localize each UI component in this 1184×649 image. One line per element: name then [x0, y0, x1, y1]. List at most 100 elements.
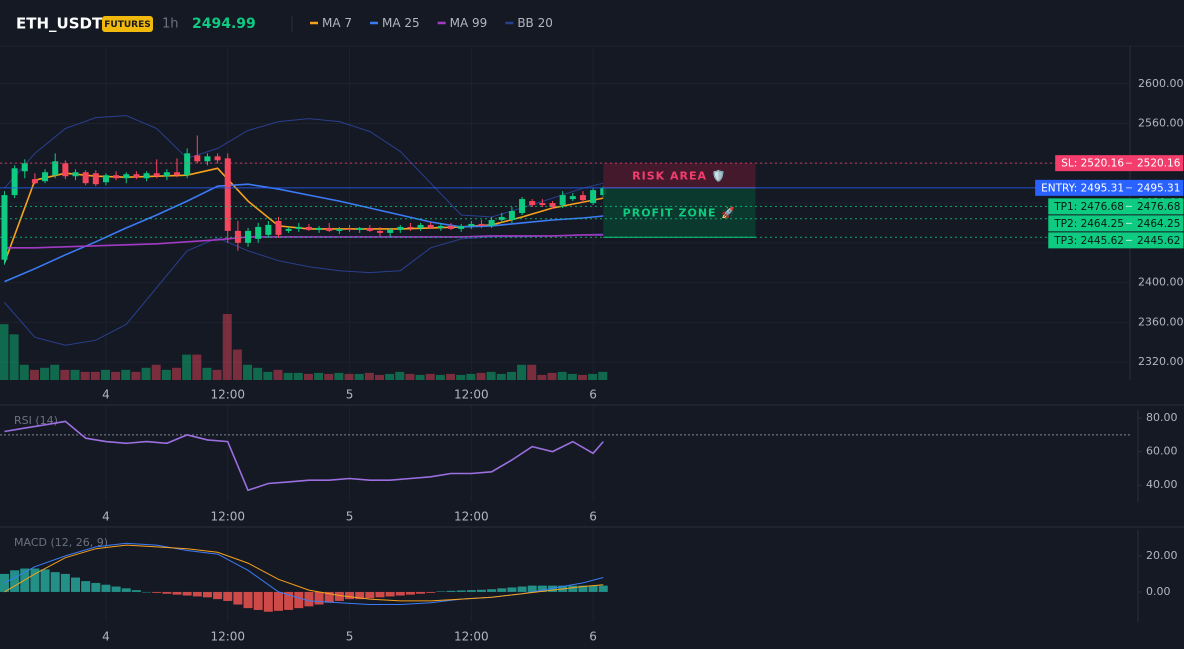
candle-body [163, 172, 170, 177]
x-tick-label: 12:00 [454, 510, 489, 524]
candle-body [376, 230, 383, 233]
volume-bar [243, 364, 253, 380]
histogram-bar [568, 585, 578, 592]
histogram-bar [30, 568, 40, 592]
histogram-bar [101, 584, 111, 592]
volume-bar [253, 367, 263, 380]
macd-line [4, 544, 604, 602]
level-value: 2464.25 [1137, 218, 1180, 230]
volume-bar [263, 371, 273, 380]
legend-label: MA 99 [450, 16, 488, 30]
x-tick-label: 6 [589, 510, 597, 524]
candle-body [478, 223, 485, 226]
histogram-bar [162, 591, 172, 594]
rsi-line [4, 420, 604, 492]
candle-body [569, 196, 576, 200]
level-tag [1035, 179, 1184, 196]
candle-body [224, 158, 231, 231]
volume-bar [364, 372, 374, 380]
candle-body [255, 226, 262, 239]
histogram-bar [40, 569, 50, 592]
volume-bar [19, 364, 29, 380]
level-label: ENTRY: 2495.31 [1041, 182, 1124, 194]
badge-bg [102, 16, 153, 32]
candle-body [42, 172, 49, 182]
candle-body [488, 219, 495, 226]
candle-body [245, 230, 252, 243]
x-tick-label: 6 [589, 630, 597, 644]
histogram-bar [497, 588, 507, 592]
candle-body [204, 156, 211, 162]
level-value: 2495.31 [1137, 182, 1180, 194]
histogram-bar [355, 591, 365, 600]
legend-label: BB 20 [517, 16, 553, 30]
volume-bar [588, 373, 598, 380]
volume-bar [141, 367, 151, 380]
candle-body [590, 190, 597, 204]
histogram-bar [10, 570, 20, 592]
volume-bar [517, 364, 527, 380]
histogram-bar [142, 591, 152, 593]
interval: 1h [162, 17, 179, 32]
candle-body [72, 172, 79, 177]
volume-bar [405, 373, 415, 380]
level-tag [1048, 232, 1184, 249]
histogram-bar [91, 582, 101, 592]
y-tick-label: 0.00 [1146, 585, 1171, 598]
legend-label: MA 25 [382, 16, 420, 30]
candle-body [539, 203, 546, 206]
candle-body [285, 228, 292, 231]
candle-body [1, 195, 8, 260]
histogram-bar [385, 591, 395, 597]
histogram-bar [273, 591, 283, 611]
candle-body [214, 156, 221, 161]
histogram-bar [192, 591, 202, 597]
volume-bar [172, 367, 182, 380]
volume-bar [547, 372, 557, 380]
histogram-bar [436, 591, 446, 592]
histogram-bar [111, 586, 121, 592]
candle-body [143, 173, 150, 179]
histogram-bar [172, 591, 182, 595]
histogram-bar [487, 589, 497, 592]
histogram-bar [233, 591, 243, 605]
legend-label: MA 7 [322, 16, 352, 30]
candle-body [31, 179, 38, 184]
histogram-bar [81, 581, 91, 592]
candle-body [265, 224, 272, 235]
volume-bar [344, 373, 354, 380]
candle-body [427, 224, 434, 228]
volume-bar [0, 324, 9, 380]
level-value: 2520.16 [1137, 158, 1181, 170]
histogram-bar [0, 573, 9, 592]
histogram-bar [466, 590, 476, 592]
zone-label: PROFIT ZONE 🚀 [623, 207, 736, 220]
candle-body [458, 225, 465, 229]
histogram-bar [152, 591, 162, 593]
volume-bar [283, 372, 293, 380]
volume-bar [527, 364, 537, 380]
volume-bar [182, 354, 192, 380]
volume-bar [354, 373, 364, 380]
volume-bar [100, 369, 110, 380]
histogram-bar [284, 591, 294, 610]
volume-bar [60, 369, 70, 380]
candle-body [92, 173, 99, 185]
volume-bar [212, 369, 222, 380]
volume-bar [192, 354, 202, 380]
level-tag [1048, 198, 1184, 215]
histogram-bar [507, 587, 517, 592]
volume-bar [232, 349, 242, 380]
level-tag [1055, 155, 1184, 172]
ma-line [4, 234, 604, 249]
symbol: ETH_USDT [16, 15, 103, 33]
zone-label: RISK AREA 🛡️ [632, 169, 726, 182]
x-tick-label: 5 [346, 510, 354, 524]
candle-body [275, 220, 282, 235]
volume-bar [466, 373, 476, 380]
level-label: TP1: 2476.68 [1053, 201, 1124, 213]
volume-bar [151, 364, 161, 380]
volume-bar [222, 314, 232, 380]
y-tick-label: 20.00 [1146, 549, 1178, 562]
